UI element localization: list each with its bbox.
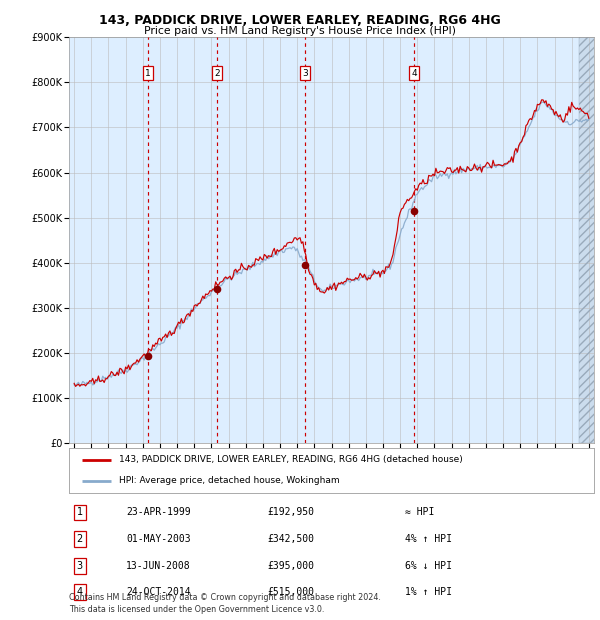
Text: ≈ HPI: ≈ HPI [405,507,434,518]
Text: 13-JUN-2008: 13-JUN-2008 [126,560,191,571]
Bar [579,37,600,443]
Text: 4: 4 [411,69,417,78]
Text: 2: 2 [77,534,83,544]
Text: 24-OCT-2014: 24-OCT-2014 [126,587,191,598]
Text: 2: 2 [214,69,220,78]
Text: Price paid vs. HM Land Registry's House Price Index (HPI): Price paid vs. HM Land Registry's House … [144,26,456,36]
Text: 4: 4 [77,587,83,598]
Text: HPI: Average price, detached house, Wokingham: HPI: Average price, detached house, Woki… [119,476,340,485]
Text: 143, PADDICK DRIVE, LOWER EARLEY, READING, RG6 4HG (detached house): 143, PADDICK DRIVE, LOWER EARLEY, READIN… [119,455,463,464]
Text: 1% ↑ HPI: 1% ↑ HPI [405,587,452,598]
Text: £395,000: £395,000 [267,560,314,571]
Text: £515,000: £515,000 [267,587,314,598]
Text: 1: 1 [77,507,83,518]
Text: Contains HM Land Registry data © Crown copyright and database right 2024.
This d: Contains HM Land Registry data © Crown c… [69,593,381,614]
Text: 3: 3 [77,560,83,571]
Text: £192,950: £192,950 [267,507,314,518]
Text: 4% ↑ HPI: 4% ↑ HPI [405,534,452,544]
Bar [579,37,600,443]
Text: 1: 1 [145,69,151,78]
Text: 3: 3 [302,69,308,78]
Text: 01-MAY-2003: 01-MAY-2003 [126,534,191,544]
Text: £342,500: £342,500 [267,534,314,544]
Text: 23-APR-1999: 23-APR-1999 [126,507,191,518]
Text: 143, PADDICK DRIVE, LOWER EARLEY, READING, RG6 4HG: 143, PADDICK DRIVE, LOWER EARLEY, READIN… [99,14,501,27]
Text: 6% ↓ HPI: 6% ↓ HPI [405,560,452,571]
